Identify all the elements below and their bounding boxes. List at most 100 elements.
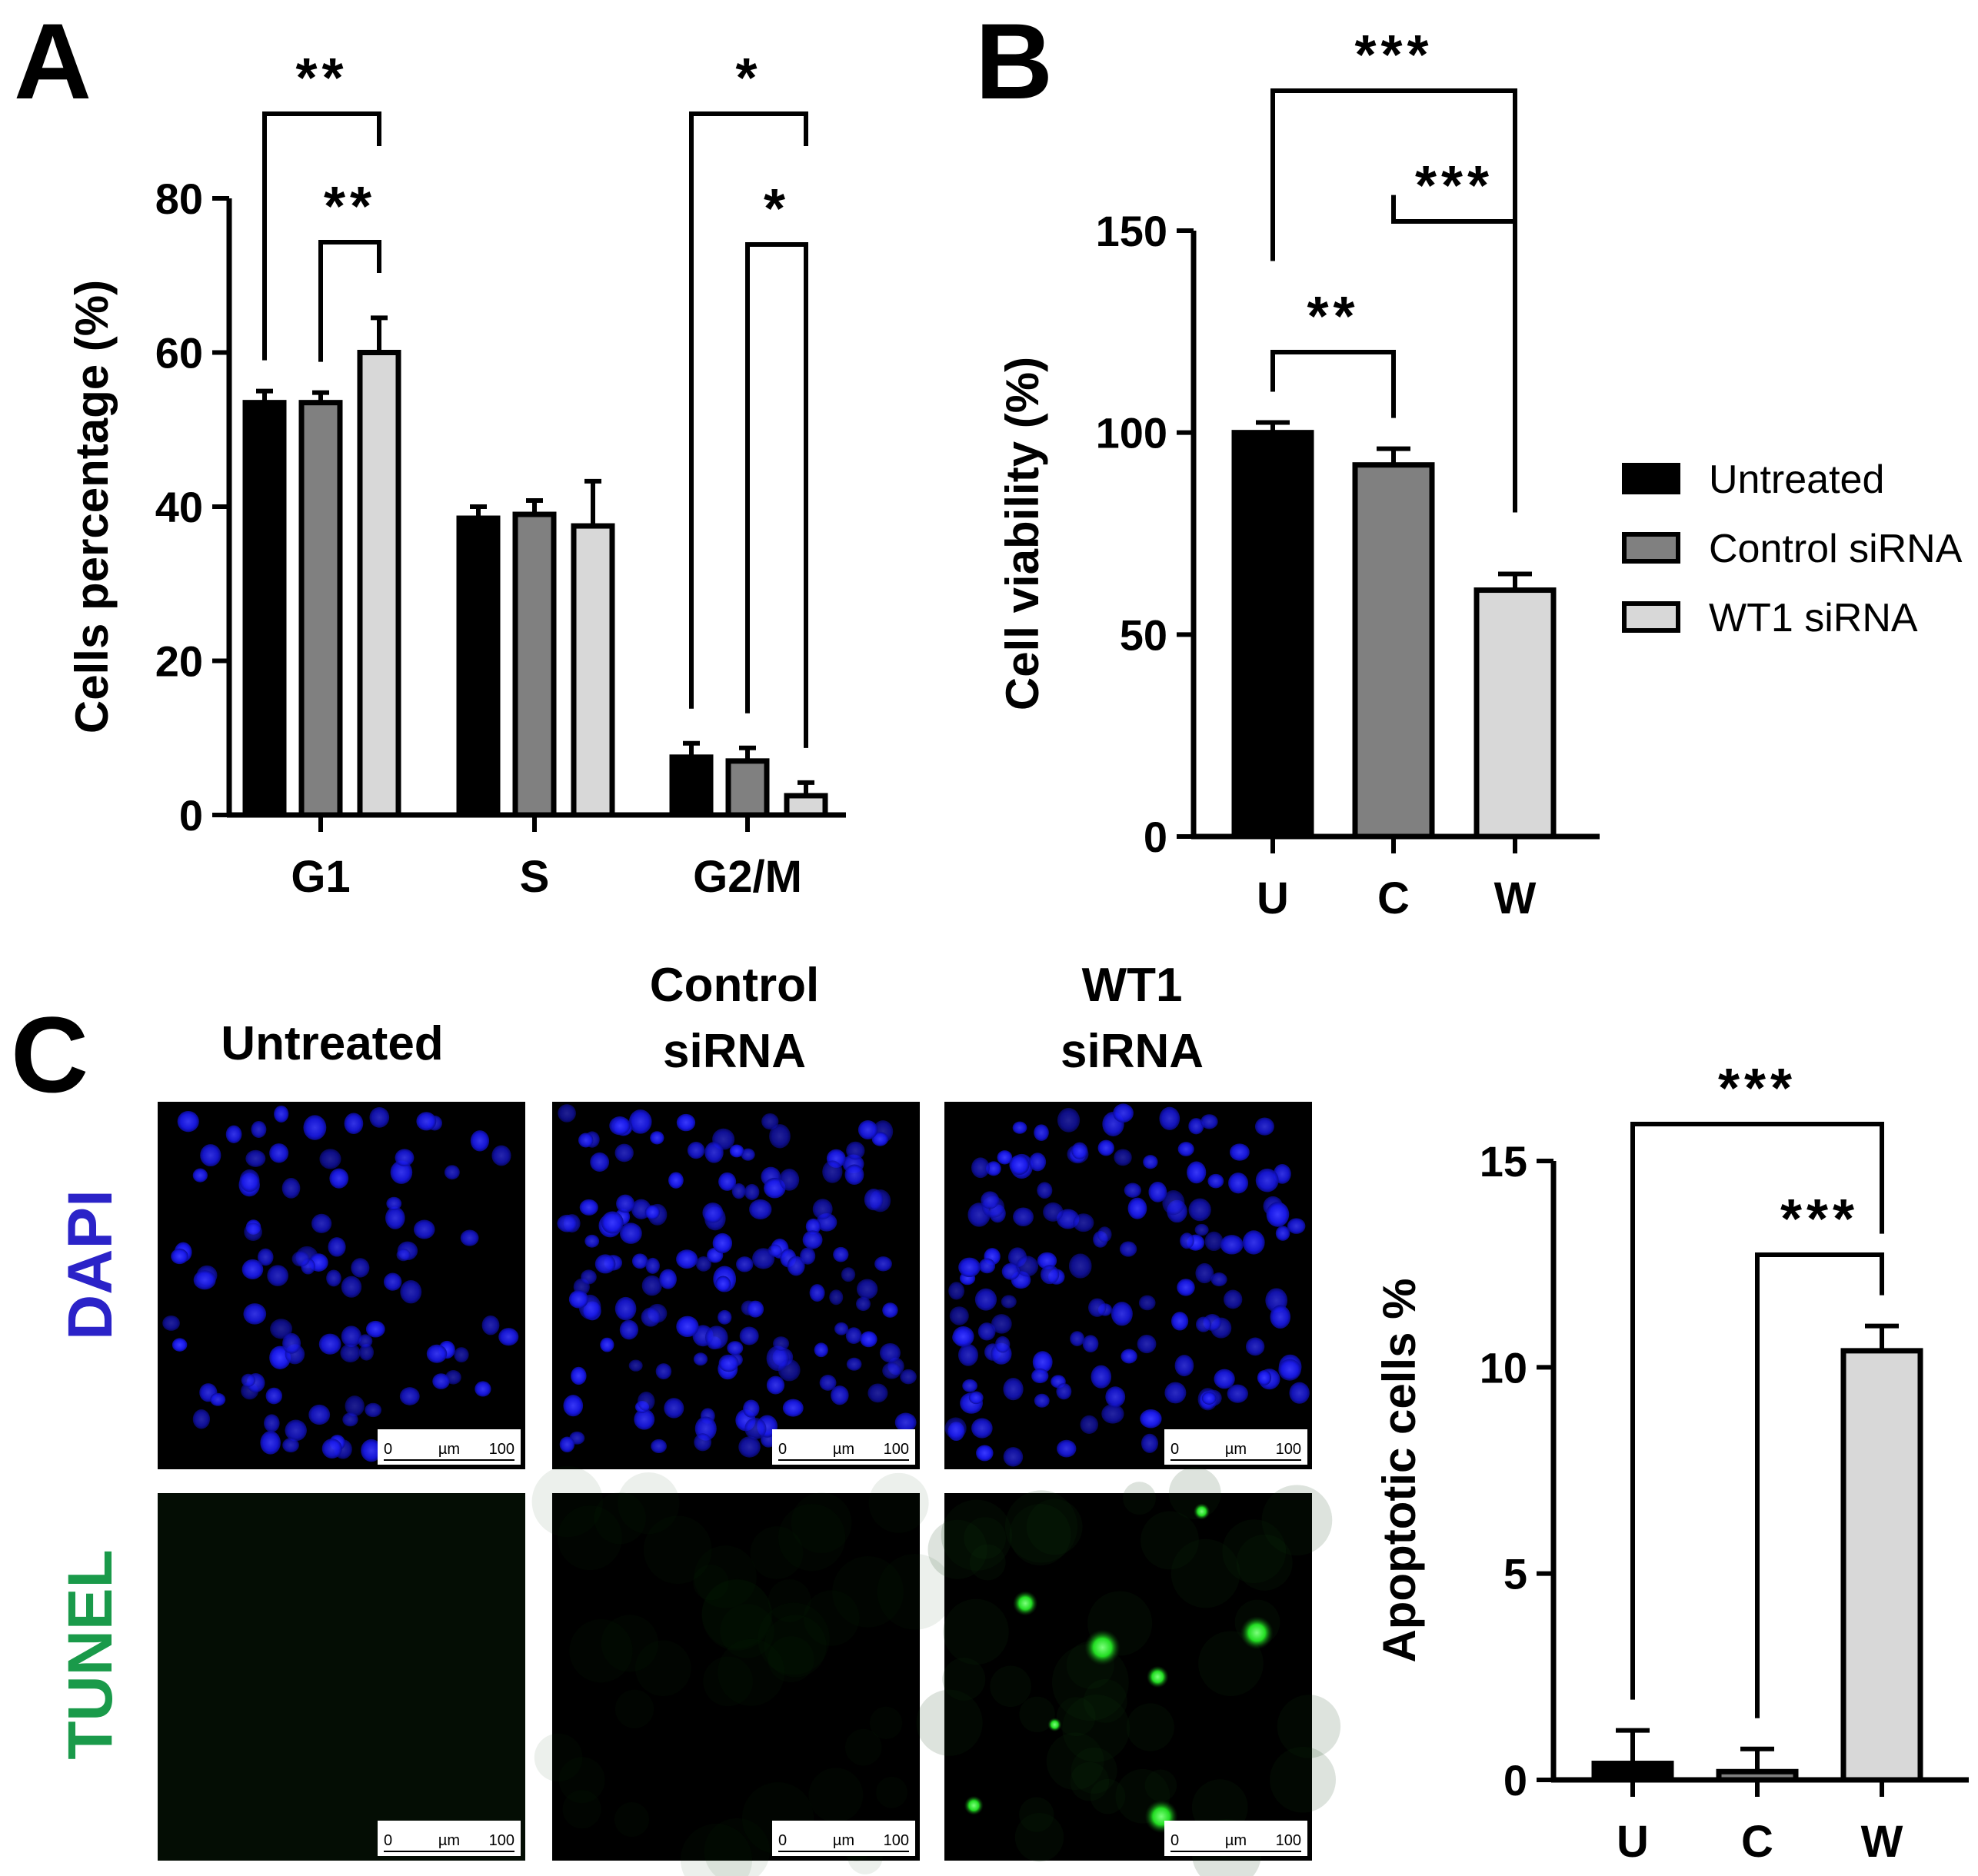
significance-bracket: [745, 242, 808, 748]
significance-label: ***: [1780, 1189, 1859, 1250]
significance-label: ***: [1354, 25, 1433, 86]
nucleus: [498, 1328, 519, 1346]
scale-bar-unit: µm: [1225, 1832, 1247, 1849]
nucleus: [241, 1373, 255, 1387]
nucleus: [743, 1399, 760, 1418]
background-haze: [844, 1728, 882, 1766]
nucleus: [1255, 1168, 1279, 1192]
nucleus: [1001, 1262, 1021, 1280]
nucleus: [1227, 1384, 1248, 1403]
scale-bar-box: [1164, 1429, 1307, 1465]
nucleus: [1012, 1121, 1027, 1134]
nucleus: [281, 1178, 301, 1199]
nucleus: [986, 1161, 1001, 1176]
y-tick-label: 60: [155, 329, 203, 378]
bar: [1231, 430, 1314, 840]
nucleus: [1195, 1262, 1214, 1284]
background-haze: [694, 1545, 757, 1608]
x-tick-label: C: [1377, 873, 1410, 923]
nucleus: [260, 1431, 281, 1455]
nucleus: [282, 1332, 301, 1354]
nucleus: [568, 1290, 589, 1309]
significance-bracket: [1630, 1122, 1884, 1700]
background-haze: [718, 1638, 785, 1706]
nucleus: [581, 1269, 597, 1285]
nucleus: [162, 1315, 180, 1331]
nucleus: [766, 1345, 789, 1372]
bar: [725, 758, 770, 818]
nucleus: [399, 1387, 420, 1405]
nucleus: [659, 1269, 677, 1289]
background-haze: [569, 1619, 633, 1683]
background-haze: [942, 1658, 986, 1701]
background-haze: [703, 1656, 753, 1707]
nucleus: [1140, 1409, 1162, 1429]
background-haze: [964, 1517, 1007, 1559]
nucleus: [274, 1105, 289, 1123]
nucleus: [578, 1133, 594, 1148]
nucleus: [1195, 1316, 1211, 1332]
nucleus: [693, 1352, 708, 1366]
nucleus: [1188, 1118, 1204, 1135]
background-haze: [832, 1556, 904, 1628]
nucleus: [782, 1399, 804, 1417]
nucleus: [1097, 1139, 1114, 1156]
nucleus: [365, 1320, 385, 1338]
nucleus: [779, 1169, 800, 1191]
nucleus: [225, 1125, 242, 1143]
micrograph-background: [944, 1493, 1312, 1861]
legend-label-untreated: Untreated: [1709, 457, 1884, 502]
nucleus: [460, 1229, 479, 1246]
nucleus: [819, 1375, 837, 1391]
nucleus: [1177, 1279, 1195, 1296]
x-tick-label: U: [1257, 873, 1289, 923]
significance-label: **: [295, 48, 348, 109]
background-haze: [558, 1757, 605, 1804]
nucleus: [805, 1218, 821, 1235]
nucleus: [702, 1202, 724, 1223]
nucleus: [856, 1296, 871, 1312]
background-haze: [614, 1689, 654, 1728]
scale-bar-box: [1164, 1821, 1307, 1856]
background-haze: [1236, 1534, 1293, 1591]
nucleus: [1029, 1153, 1047, 1172]
nucleus: [971, 1418, 993, 1439]
legend-swatch-untreated: [1622, 463, 1680, 494]
nucleus: [1003, 1378, 1024, 1401]
nucleus: [1138, 1295, 1156, 1311]
background-haze: [941, 1499, 1012, 1571]
nucleus: [787, 1256, 805, 1276]
nucleus: [557, 1214, 578, 1232]
nucleus: [871, 1132, 889, 1146]
nucleus: [1113, 1103, 1134, 1123]
background-haze: [1144, 1769, 1177, 1802]
scale-bar-box: [378, 1429, 521, 1465]
nucleus: [614, 1143, 634, 1163]
bar: [1716, 1768, 1799, 1783]
nucleus: [265, 1387, 282, 1405]
scale-bar-box: [772, 1821, 915, 1856]
nucleus: [974, 1288, 997, 1311]
nucleus: [845, 1327, 862, 1345]
scale-bar-min: 0: [1170, 1832, 1179, 1849]
micrograph-tunel-control: 0 µm 100: [531, 1465, 954, 1876]
background-haze: [804, 1590, 860, 1646]
nucleus: [864, 1189, 884, 1211]
legend-swatch-control: [1622, 532, 1680, 564]
y-tick-label: 20: [155, 637, 203, 686]
scale-bar-min: 0: [384, 1441, 392, 1458]
nucleus: [704, 1142, 724, 1163]
nucleus: [641, 1275, 662, 1296]
nucleus: [614, 1296, 637, 1321]
nucleus: [1037, 1182, 1053, 1199]
nucleus: [291, 1251, 310, 1267]
nucleus: [637, 1391, 655, 1412]
panel-letter-c: C: [11, 994, 88, 1115]
nucleus: [1204, 1231, 1224, 1252]
nucleus: [634, 1409, 655, 1430]
nucleus: [628, 1109, 652, 1134]
nucleus: [1194, 1223, 1209, 1236]
nucleus: [1162, 1190, 1185, 1216]
significance-bracket: [1270, 88, 1517, 282]
nucleus: [1034, 1124, 1049, 1141]
